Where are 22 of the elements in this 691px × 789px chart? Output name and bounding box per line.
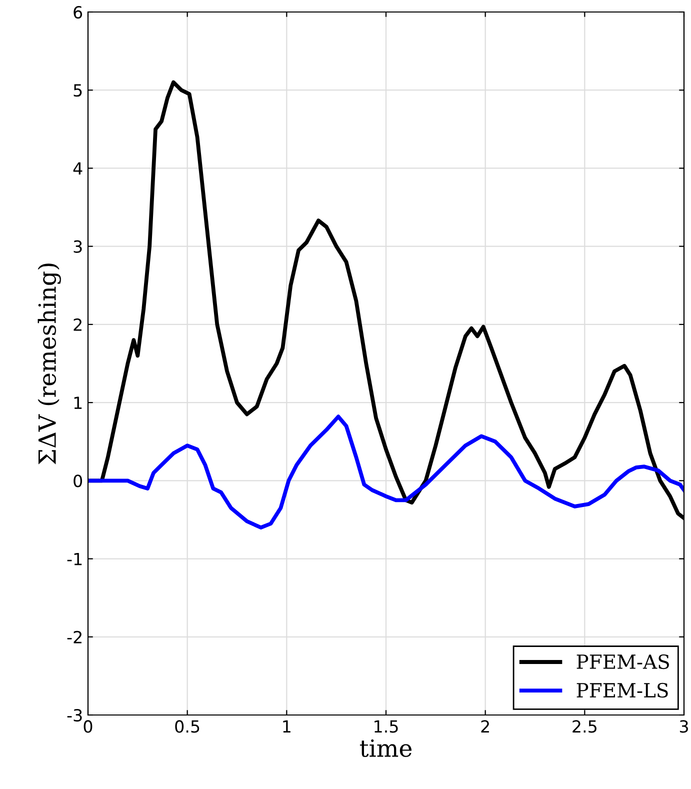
y-tick-label: 1 [74, 396, 82, 409]
x-tick-label: 2 [481, 720, 489, 733]
y-axis-title: ΣΔV (remeshing) [38, 264, 61, 464]
legend-label: PFEM-LS [576, 682, 668, 698]
y-tick-label: -1 [67, 552, 82, 566]
legend-label: PFEM-AS [576, 654, 669, 670]
y-tick-label: 3 [74, 240, 82, 253]
x-tick-label: 0.5 [175, 720, 200, 733]
y-tick-label: 6 [74, 6, 82, 19]
x-axis-title: time [360, 739, 412, 758]
y-tick-label: 0 [74, 474, 82, 488]
x-tick-label: 0 [84, 720, 92, 733]
x-tick-label: 1 [283, 720, 290, 733]
y-tick-label: 5 [74, 84, 82, 97]
y-tick-label: 2 [74, 318, 82, 331]
y-tick-label: -2 [67, 630, 82, 644]
line-series [88, 414, 684, 530]
x-tick-label: 3 [680, 720, 688, 733]
y-tick-label: -3 [67, 708, 82, 722]
x-tick-label: 1.5 [374, 720, 398, 733]
x-tick-label: 2.5 [572, 720, 596, 733]
y-tick-label: 4 [73, 162, 82, 175]
